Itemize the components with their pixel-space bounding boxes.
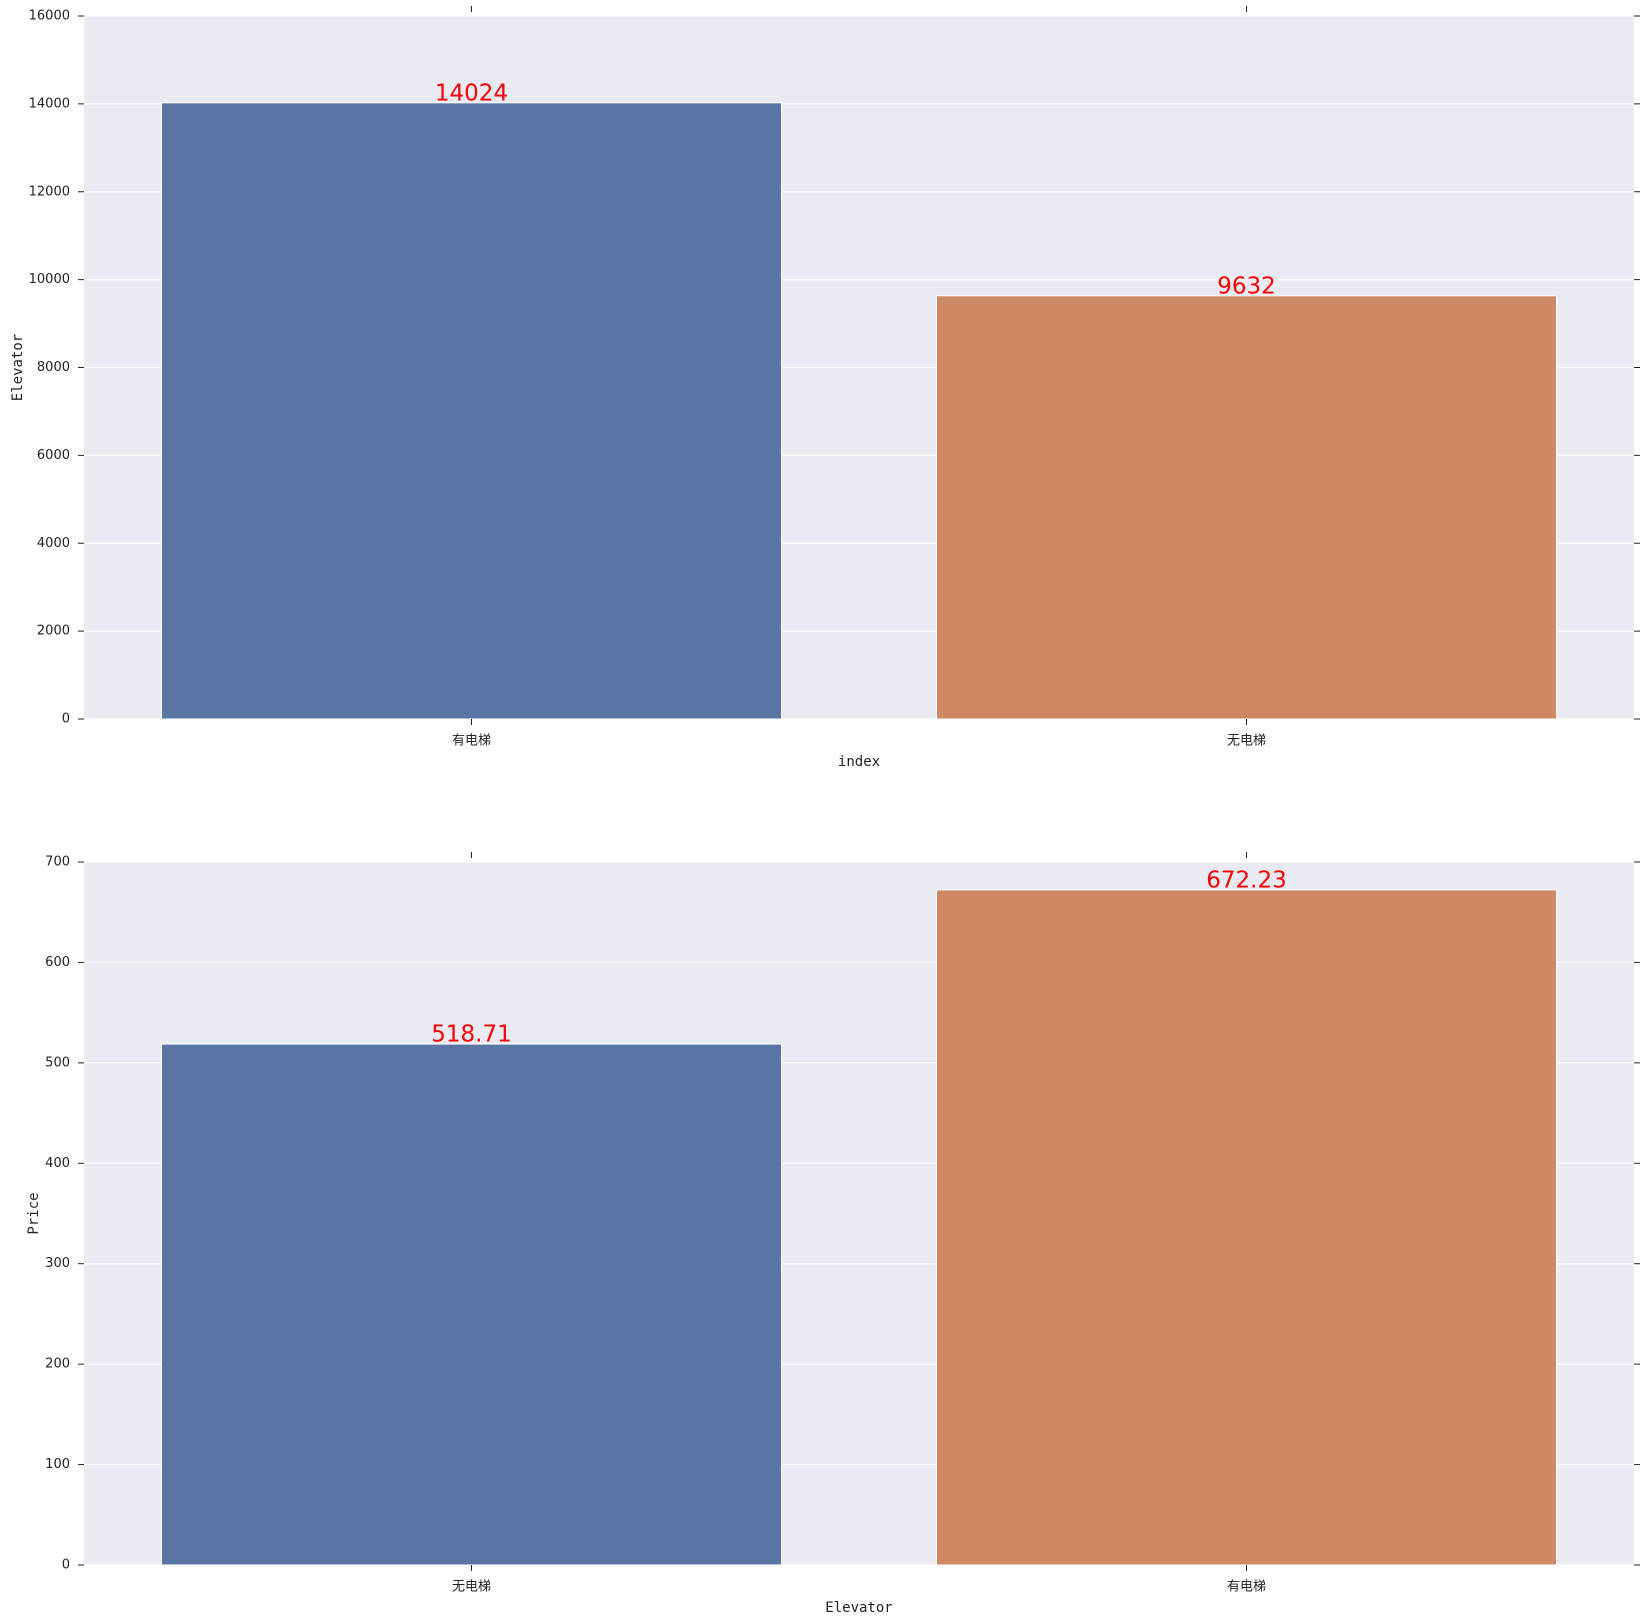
- y-tick-label: 16000: [29, 9, 70, 24]
- y-axis-label: Price: [26, 1192, 42, 1234]
- y-tick-label: 0: [62, 712, 70, 727]
- y-tick-label: 4000: [37, 536, 70, 551]
- value-label: 9632: [1217, 273, 1276, 299]
- y-tick-label: 10000: [29, 272, 70, 287]
- x-tick-label: 有电梯: [1227, 1580, 1266, 1595]
- y-tick-label: 14000: [29, 96, 70, 111]
- y-tick-label: 6000: [37, 448, 70, 463]
- y-tick-label: 200: [45, 1357, 70, 1372]
- bar: [936, 295, 1557, 720]
- x-tick-label: 有电梯: [452, 734, 491, 749]
- bar: [161, 102, 782, 720]
- bar: [161, 1043, 782, 1566]
- y-tick-label: 2000: [37, 624, 70, 639]
- y-tick-label: 500: [45, 1055, 70, 1070]
- x-axis-label: index: [838, 754, 880, 770]
- value-label: 518.71: [431, 1022, 511, 1048]
- y-tick-label: 400: [45, 1156, 70, 1171]
- y-tick-label: 300: [45, 1256, 70, 1271]
- bar: [936, 889, 1557, 1566]
- value-label: 672.23: [1206, 867, 1286, 893]
- y-tick-label: 700: [45, 855, 70, 870]
- y-tick-label: 100: [45, 1457, 70, 1472]
- y-axis-label: Elevator: [10, 334, 26, 401]
- x-tick-label: 无电梯: [452, 1580, 491, 1595]
- y-tick-label: 8000: [37, 360, 70, 375]
- y-tick-label: 600: [45, 955, 70, 970]
- value-label: 14024: [435, 80, 508, 106]
- y-tick-label: 12000: [29, 184, 70, 199]
- y-tick-label: 0: [62, 1558, 70, 1573]
- x-axis-label: Elevator: [825, 1600, 892, 1616]
- x-tick-label: 无电梯: [1227, 734, 1266, 749]
